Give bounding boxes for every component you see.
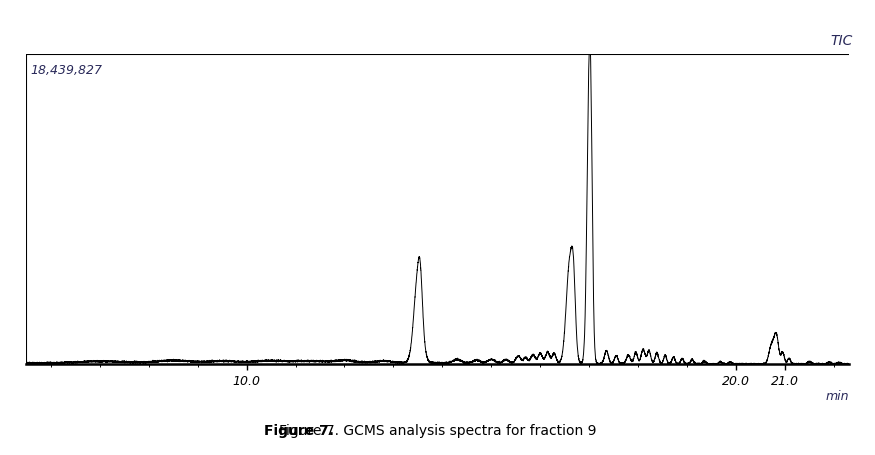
Text: Figure 7. GCMS analysis spectra for fraction 9: Figure 7. GCMS analysis spectra for frac… [279,423,596,437]
Text: TIC: TIC [830,34,853,48]
Text: 18,439,827: 18,439,827 [31,64,102,77]
Text: Figure 7.: Figure 7. [264,423,334,437]
Text: min: min [825,389,849,402]
Text: Figure 7. GCMS analysis spectra for fraction 9: Figure 7. GCMS analysis spectra for frac… [279,423,596,437]
